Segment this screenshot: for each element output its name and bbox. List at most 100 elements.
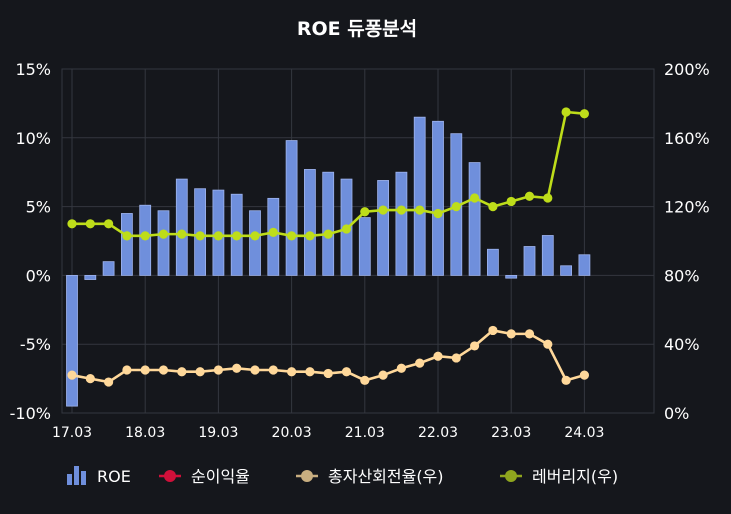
leverage-point	[195, 231, 205, 241]
chart-title: ROE 듀퐁분석	[297, 18, 417, 40]
leverage-point	[488, 202, 498, 212]
asset-turnover-point	[470, 341, 480, 351]
left-y-axis: 15% 10% 5% 0% -5% -10%	[10, 60, 51, 423]
roe-bar	[249, 210, 261, 276]
left-tick-label: 5%	[26, 198, 51, 217]
roe-bar	[303, 169, 316, 276]
x-tick-label: 18.03	[125, 425, 165, 441]
right-tick-label: 160%	[664, 129, 710, 148]
roe-bar	[66, 274, 78, 407]
leverage-point	[177, 229, 187, 239]
bar-chart-icon-bar	[67, 474, 72, 485]
roe-bar	[102, 261, 115, 276]
asset-turnover-point	[378, 370, 388, 380]
leverage-point	[250, 231, 260, 241]
plot-border	[61, 68, 655, 414]
x-tick-label: 23.03	[491, 425, 531, 441]
leverage-point	[67, 219, 77, 229]
legend-item[interactable]: 순이익율	[159, 467, 250, 486]
right-tick-label: 200%	[664, 60, 710, 79]
left-tick-label: 0%	[26, 266, 51, 285]
asset-turnover-point	[140, 365, 150, 375]
x-tick-label: 17.03	[52, 425, 92, 441]
legend-item[interactable]: 총자산회전율(우)	[296, 467, 444, 486]
roe-bar	[157, 210, 170, 276]
asset-turnover-point	[341, 367, 352, 377]
left-tick-label: 10%	[15, 129, 51, 148]
leverage-point	[341, 224, 352, 234]
legend-dot	[505, 470, 517, 482]
roe-bar	[505, 274, 518, 279]
left-tick-label: -5%	[20, 335, 51, 354]
roe-bar	[175, 178, 188, 276]
asset-turnover-point	[268, 365, 278, 375]
legend-label: 레버리지(우)	[532, 467, 618, 486]
asset-turnover-point	[232, 363, 242, 373]
leverage-point	[524, 191, 535, 201]
asset-turnover-point	[67, 370, 77, 380]
legend-label: 총자산회전율(우)	[328, 467, 444, 486]
left-tick-label: 15%	[15, 60, 51, 79]
x-tick-label: 20.03	[272, 425, 312, 441]
asset-turnover-point	[561, 375, 571, 385]
right-tick-label: 0%	[664, 404, 689, 423]
legend-item[interactable]: ROE	[67, 466, 131, 486]
leverage-point	[140, 231, 150, 241]
asset-turnover-point	[195, 367, 205, 377]
leverage-point	[213, 231, 223, 241]
asset-turnover-point	[85, 374, 95, 384]
leverage-point	[104, 219, 114, 229]
leverage-point	[451, 202, 461, 212]
leverage-point	[287, 231, 297, 241]
roe-bar	[468, 162, 481, 276]
right-tick-label: 120%	[664, 198, 710, 217]
line-series	[67, 107, 590, 387]
legend-dot	[164, 470, 176, 482]
leverage-point	[268, 227, 278, 237]
asset-turnover-point	[579, 370, 590, 380]
roe-bar	[395, 171, 408, 276]
asset-turnover-point	[524, 329, 535, 339]
roe-bar	[285, 140, 298, 276]
right-tick-label: 40%	[664, 335, 700, 354]
roe-bar	[322, 171, 335, 276]
leverage-point	[470, 193, 480, 203]
leverage-point	[561, 107, 571, 117]
leverage-point	[122, 231, 132, 241]
roe-bar	[523, 246, 536, 276]
asset-turnover-point	[177, 367, 187, 377]
roe-bar	[486, 248, 499, 276]
bar-chart-icon	[67, 466, 86, 485]
roe-bar	[121, 213, 133, 276]
x-tick-label: 22.03	[418, 425, 458, 441]
leverage-point	[360, 207, 370, 217]
leverage-point	[378, 205, 388, 215]
asset-turnover-point	[543, 339, 553, 349]
legend[interactable]: ROE 순이익율 총자산회전율(우) 레버리지(우)	[67, 466, 618, 486]
asset-turnover-point	[360, 375, 370, 385]
roe-bar	[358, 217, 371, 276]
x-tick-label: 19.03	[198, 425, 238, 441]
roe-bar	[541, 235, 554, 276]
asset-turnover-point	[433, 351, 443, 361]
asset-turnover-point	[104, 377, 114, 387]
right-y-axis: 200% 160% 120% 80% 40% 0%	[664, 60, 710, 423]
leverage-point	[158, 229, 169, 239]
legend-label: ROE	[97, 467, 131, 486]
asset-turnover-point	[506, 329, 516, 339]
leverage-point	[396, 205, 406, 215]
legend-item[interactable]: 레버리지(우)	[500, 467, 618, 486]
line-dot-icon	[159, 470, 181, 482]
leverage-point	[305, 231, 315, 241]
leverage-point	[543, 193, 553, 203]
leverage-point	[232, 231, 242, 241]
line-dot-icon	[500, 470, 522, 482]
roe-bar	[377, 180, 390, 276]
leverage-point	[415, 205, 425, 215]
bar-chart-icon-bar	[81, 471, 86, 485]
asset-turnover-point	[451, 353, 461, 363]
roe-bar	[578, 254, 591, 276]
legend-label: 순이익율	[191, 467, 250, 486]
